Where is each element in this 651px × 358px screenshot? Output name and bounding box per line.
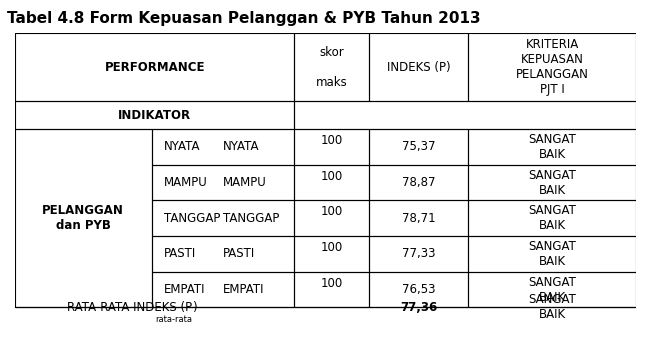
Text: TANGGAP: TANGGAP [164,212,221,225]
Text: 100: 100 [320,170,343,183]
Text: PERFORMANCE: PERFORMANCE [104,61,205,73]
Text: SANGAT
BAIK: SANGAT BAIK [528,133,576,161]
Text: 100: 100 [320,241,343,254]
Text: MAMPU: MAMPU [164,176,208,189]
Text: SANGAT
BAIK: SANGAT BAIK [528,240,576,268]
Text: 76,53: 76,53 [402,283,436,296]
Text: 100: 100 [320,276,343,290]
Text: PASTI: PASTI [164,247,197,260]
Text: TANGGAP: TANGGAP [223,212,279,225]
Text: 77,36: 77,36 [400,301,437,314]
Text: 75,37: 75,37 [402,140,436,153]
Text: ): ) [192,301,197,314]
Text: PELANGGAN
dan PYB: PELANGGAN dan PYB [42,204,124,232]
Text: INDEKS (P): INDEKS (P) [387,61,450,73]
Text: 100: 100 [320,134,343,147]
Text: EMPATI: EMPATI [223,283,264,296]
Text: KRITERIA
KEPUASAN
PELANGGAN
PJT I: KRITERIA KEPUASAN PELANGGAN PJT I [516,38,589,96]
Text: INDIKATOR: INDIKATOR [118,108,191,122]
Text: NYATA: NYATA [223,140,260,153]
Text: 78,87: 78,87 [402,176,436,189]
Text: EMPATI: EMPATI [164,283,206,296]
Text: MAMPU: MAMPU [223,176,267,189]
Text: SANGAT
BAIK: SANGAT BAIK [528,204,576,232]
Text: rata-rata: rata-rata [155,315,192,324]
Text: Tabel 4.8 Form Kepuasan Pelanggan & PYB Tahun 2013: Tabel 4.8 Form Kepuasan Pelanggan & PYB … [7,11,480,26]
Text: 78,71: 78,71 [402,212,436,225]
Text: 100: 100 [320,205,343,218]
Text: SANGAT
BAIK: SANGAT BAIK [528,293,576,321]
Text: SANGAT
BAIK: SANGAT BAIK [528,276,576,304]
Text: NYATA: NYATA [164,140,201,153]
Text: RATA-RATA INDEKS (P: RATA-RATA INDEKS (P [67,301,192,314]
Text: PASTI: PASTI [223,247,255,260]
Text: SANGAT
BAIK: SANGAT BAIK [528,169,576,197]
Text: 77,33: 77,33 [402,247,436,260]
Text: skor

maks: skor maks [316,45,348,88]
